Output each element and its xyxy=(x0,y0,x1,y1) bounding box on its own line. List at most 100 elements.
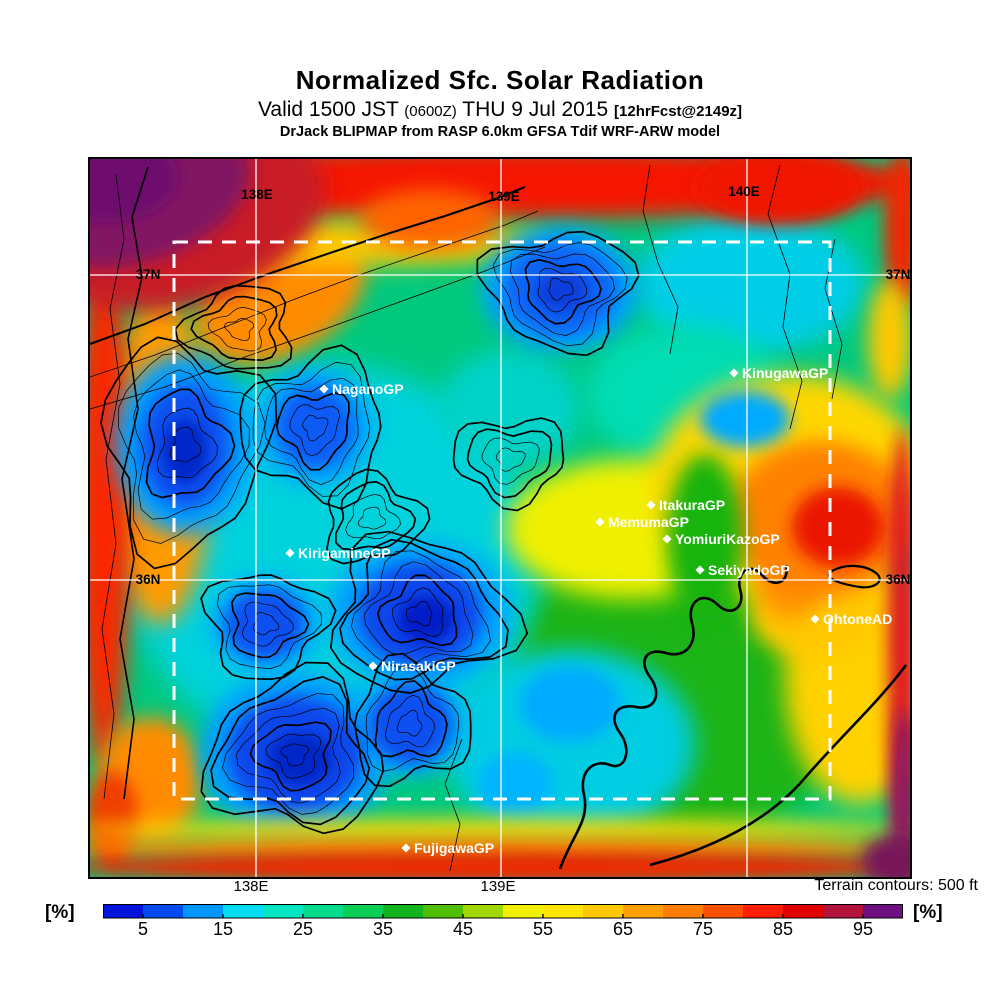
legend-segment xyxy=(303,904,343,918)
grid-label-37n: 37N xyxy=(886,267,910,282)
legend-tick-label: 85 xyxy=(772,919,794,939)
site-marker-FujigawaGP xyxy=(401,843,411,853)
legend-segment xyxy=(863,904,903,918)
site-label-NaganoGP: NaganoGP xyxy=(332,381,404,397)
legend-tick-label: 75 xyxy=(692,919,714,939)
terrain-contour-ring xyxy=(302,414,329,442)
site-marker-OhtoneAD xyxy=(810,614,820,624)
terrain-contours-note: Terrain contours: 500 ft xyxy=(814,877,978,894)
terrain-contour-ring xyxy=(548,277,574,301)
terrain-contour-ring xyxy=(252,611,280,636)
terrain-contour-line xyxy=(90,246,546,410)
map-layers: 138E 139E 140E 37N 37N 36N 36N NaganoGP Kinugawa… xyxy=(90,159,910,877)
coastline xyxy=(828,564,881,589)
radiation-field-blob xyxy=(520,666,620,742)
legend-segment xyxy=(623,904,663,918)
terrain-contour-ring xyxy=(466,428,553,499)
radiation-field-blob xyxy=(862,835,910,877)
terrain-contour-ring xyxy=(481,437,540,485)
terrain-contour-ring xyxy=(377,574,458,647)
legend-tick-label: 15 xyxy=(212,919,234,939)
radiation-field-blob xyxy=(884,159,910,309)
valid-time-line: Valid 1500 JST (0600Z) THU 9 Jul 2015 [1… xyxy=(0,98,1000,122)
valid-zulu: (0600Z) xyxy=(404,102,457,120)
terrain-contour-ring xyxy=(230,592,310,659)
radiation-field-blob xyxy=(700,391,790,447)
terrain-contour-ring xyxy=(495,447,526,472)
site-label-KinugawaGP: KinugawaGP xyxy=(742,365,828,381)
terrain-contour-ring xyxy=(353,652,472,788)
terrain-contour-ring xyxy=(357,506,387,530)
grid-label-37n: 37N xyxy=(136,267,161,282)
legend-segment xyxy=(463,904,503,918)
legend-segment xyxy=(783,904,823,918)
terrain-contour-ring xyxy=(510,253,615,336)
terrain-contour-ring xyxy=(329,530,529,694)
terrain-contour-ring xyxy=(365,665,460,772)
terrain-contour-ring xyxy=(156,407,218,479)
terrain-contour-line xyxy=(101,174,125,800)
valid-date: THU 9 Jul 2015 xyxy=(456,97,615,121)
radiation-field-blob xyxy=(360,189,500,249)
terrain-contour-line xyxy=(642,164,679,355)
legend-segment xyxy=(823,904,863,918)
radiation-field-blob xyxy=(268,733,332,785)
legend-tick-label: 5 xyxy=(137,919,149,939)
forecast-map: 138E 139E 140E 37N 37N 36N 36N NaganoGP Kinugawa… xyxy=(90,159,910,877)
radiation-field-blob xyxy=(477,752,553,816)
terrain-contour-ring xyxy=(145,388,236,499)
nested-domain-box xyxy=(172,240,832,801)
terrain-contour-ring xyxy=(396,709,423,737)
site-marker-NirasakiGP xyxy=(368,661,378,671)
terrain-contour-ring xyxy=(190,295,278,361)
site-label-NirasakiGP: NirasakiGP xyxy=(381,658,456,674)
terrain-contour-ring xyxy=(289,404,340,457)
radiation-field-blob xyxy=(90,771,138,867)
site-marker-SekiyadoGP xyxy=(695,565,705,575)
page-title: Normalized Sfc. Solar Radiation xyxy=(295,65,705,95)
legend-unit-left: [%] xyxy=(45,902,75,923)
legend-unit-right: [%] xyxy=(913,902,943,923)
radiation-field-blob xyxy=(667,454,743,624)
terrain-contour-ring xyxy=(492,242,628,347)
terrain-contour-ring xyxy=(222,693,355,815)
legend-segment xyxy=(703,904,743,918)
terrain-contour-ring xyxy=(133,369,250,520)
legend-segment xyxy=(543,904,583,918)
legend-segment xyxy=(223,904,263,918)
terrain-contour-ring xyxy=(100,336,278,570)
terrain-contour-ring xyxy=(276,392,350,471)
legend-segment xyxy=(383,904,423,918)
valid-prefix: Valid 1500 JST xyxy=(257,97,405,121)
legend-segment xyxy=(423,904,463,918)
legend-segment xyxy=(183,904,223,918)
radiation-field-blob xyxy=(695,159,865,225)
map-frame: 138E 139E 140E 37N 37N 36N 36N NaganoGP Kinugawa… xyxy=(88,157,912,879)
terrain-contour-ring xyxy=(537,268,588,313)
terrain-contour-ring xyxy=(216,584,323,669)
grid-label-36n: 36N xyxy=(136,572,161,587)
grid-label-138e: 138E xyxy=(241,187,273,202)
header: Normalized Sfc. Solar Radiation Valid 15… xyxy=(0,65,1000,141)
legend-segment xyxy=(143,904,183,918)
site-label-YomiuriKazoGP: YomiuriKazoGP xyxy=(675,531,780,547)
legend-segment xyxy=(583,904,623,918)
site-label-FujigawaGP: FujigawaGP xyxy=(414,840,494,856)
terrain-contour-ring xyxy=(223,318,254,342)
terrain-contour-ring xyxy=(476,230,640,357)
legend-tick-label: 95 xyxy=(852,919,874,939)
legend-segment xyxy=(343,904,383,918)
terrain-contour-ring xyxy=(326,468,431,565)
terrain-contour-ring xyxy=(264,377,359,486)
legend-tick-label: 65 xyxy=(612,919,634,939)
terrain-contour-ring xyxy=(118,352,266,544)
grid-label-139e: 139E xyxy=(488,189,520,204)
model-line: DrJack BLIPMAP from RASP 6.0km GFSA Tdif… xyxy=(279,124,721,141)
radiation-field-blob xyxy=(868,279,910,399)
site-label-SekiyadoGP: SekiyadoGP xyxy=(708,562,790,578)
terrain-contour-ring xyxy=(384,694,435,748)
legend-segment xyxy=(503,904,543,918)
valid-forecast-tag: [12hrFcst@2149z] xyxy=(614,102,743,120)
terrain-contour-ring xyxy=(200,574,337,680)
radiation-field-blob xyxy=(536,270,588,312)
